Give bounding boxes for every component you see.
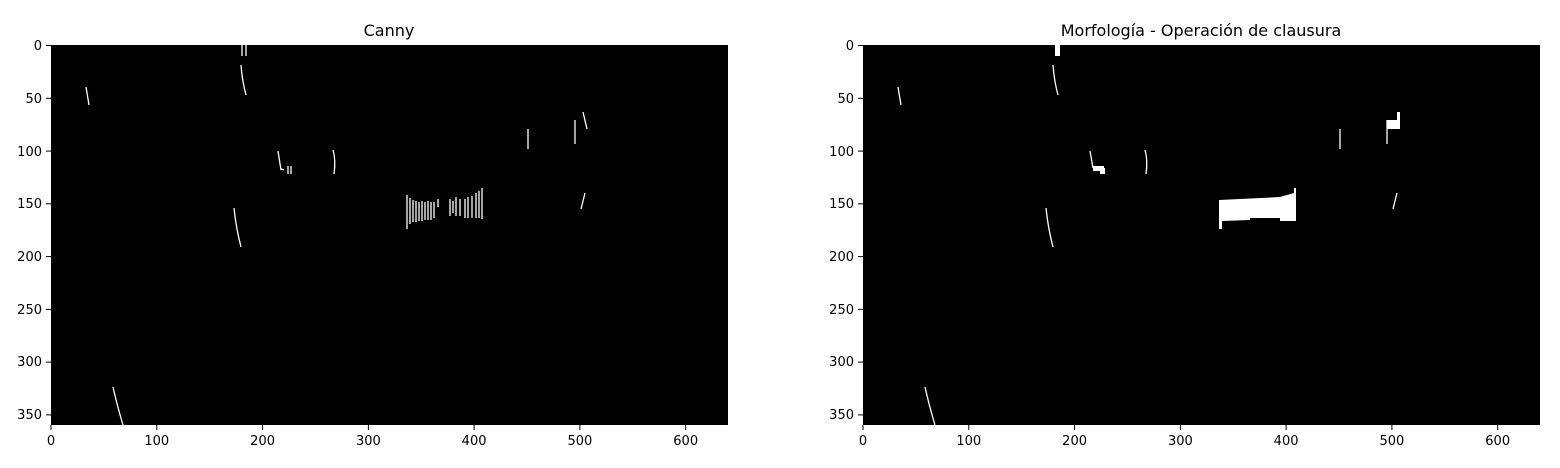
x-tick-label: 400 [462, 434, 487, 449]
y-tick-label: 300 [829, 355, 854, 370]
x-tick-label: 0 [859, 434, 867, 449]
x-tick-label: 0 [47, 434, 55, 449]
closing-image [863, 45, 1540, 425]
y-axis: 0 50 100 150 200 250 300 350 [829, 39, 863, 423]
y-tick-label: 100 [829, 145, 854, 160]
x-tick-label: 200 [1062, 434, 1087, 449]
y-tick-label: 250 [829, 303, 854, 318]
x-axis: 0 100 200 300 400 500 600 [859, 425, 1510, 449]
closing-edges [897, 64, 1398, 426]
x-tick-label: 400 [1274, 434, 1299, 449]
x-axis: 0 100 200 300 400 500 600 [47, 425, 698, 449]
x-tick-label: 100 [144, 434, 169, 449]
x-tick-label: 600 [673, 434, 698, 449]
x-tick-label: 500 [1379, 434, 1404, 449]
y-tick-label: 200 [17, 250, 42, 265]
panel-title: Morfología - Operación de clausura [1061, 21, 1342, 40]
closing-blobs [1055, 45, 1400, 229]
y-tick-label: 200 [829, 250, 854, 265]
y-tick-label: 50 [837, 92, 854, 107]
canny-image [51, 45, 728, 425]
y-tick-label: 100 [17, 145, 42, 160]
y-tick-label: 250 [17, 303, 42, 318]
x-tick-label: 100 [956, 434, 981, 449]
x-tick-label: 200 [250, 434, 275, 449]
y-tick-label: 0 [846, 39, 854, 54]
y-tick-label: 150 [829, 197, 854, 212]
y-tick-label: 150 [17, 197, 42, 212]
y-tick-label: 350 [829, 408, 854, 423]
x-tick-label: 600 [1485, 434, 1510, 449]
x-tick-label: 300 [1168, 434, 1193, 449]
canny-edges [85, 45, 588, 426]
panel-canny: Canny [17, 21, 728, 449]
y-tick-label: 0 [34, 39, 42, 54]
panel-morphology-closing: Morfología - Operación de clausura [829, 21, 1540, 449]
y-tick-label: 350 [17, 408, 42, 423]
y-tick-label: 300 [17, 355, 42, 370]
x-tick-label: 300 [356, 434, 381, 449]
x-tick-label: 500 [567, 434, 592, 449]
panel-title: Canny [364, 21, 415, 40]
y-axis: 0 50 100 150 200 250 300 350 [17, 39, 51, 423]
y-tick-label: 50 [25, 92, 42, 107]
